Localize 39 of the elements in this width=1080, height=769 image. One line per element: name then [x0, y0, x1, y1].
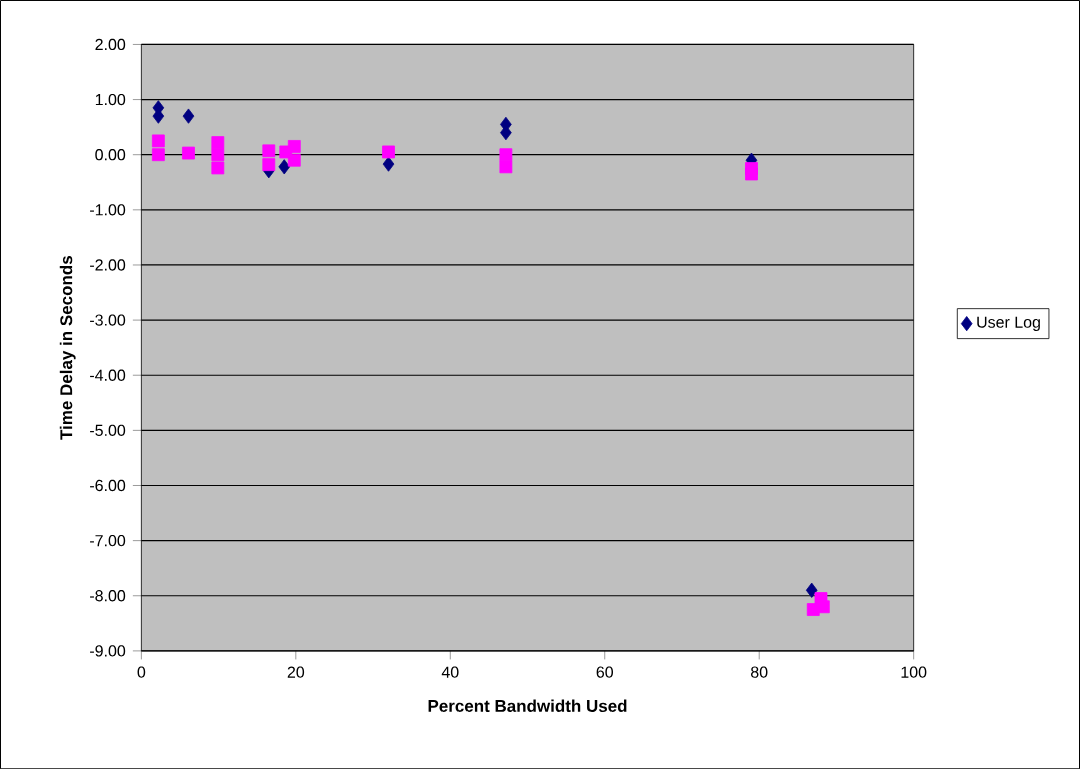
y-tick-label: -9.00 [90, 645, 126, 657]
point [382, 145, 395, 159]
y-tick-label: -1.00 [90, 204, 126, 216]
x-tick-label: 100 [901, 666, 927, 678]
point [287, 153, 301, 167]
y-tick-label: 1.00 [95, 93, 126, 106]
point [211, 148, 225, 161]
point [278, 159, 291, 175]
point [287, 139, 301, 153]
point [211, 136, 225, 149]
point [151, 134, 165, 148]
x-tick-label: 40 [441, 666, 459, 678]
x-tick-label: 80 [751, 666, 768, 678]
y-tick-label: -4.00 [90, 369, 126, 381]
x-tick-label: 20 [287, 666, 305, 678]
y-tick-label: -7.00 [90, 534, 126, 547]
y-tick-label: -2.00 [90, 259, 126, 271]
point [211, 161, 225, 175]
y-tick-label: 0.00 [95, 148, 126, 161]
x-axis-title: Percent Bandwidth Used [428, 699, 627, 712]
point [262, 158, 276, 171]
y-axis-title: Time Delay in Seconds [59, 255, 76, 440]
point [151, 148, 165, 161]
point [182, 108, 195, 124]
point [499, 148, 513, 161]
y-tick-label: -6.00 [90, 479, 126, 492]
point [805, 582, 818, 598]
y-tick-label: -3.00 [90, 314, 126, 326]
legend-label: User Log [977, 316, 1040, 331]
point [499, 160, 513, 174]
y-tick-label: -8.00 [90, 589, 126, 602]
point [182, 146, 195, 160]
y-tick-label: -5.00 [90, 424, 126, 436]
y-tick-label: 2.00 [95, 38, 126, 50]
point [745, 167, 758, 181]
point [262, 144, 276, 158]
x-tick-label: 60 [596, 666, 614, 678]
x-tick-label: 0 [137, 666, 146, 678]
point [382, 156, 395, 172]
